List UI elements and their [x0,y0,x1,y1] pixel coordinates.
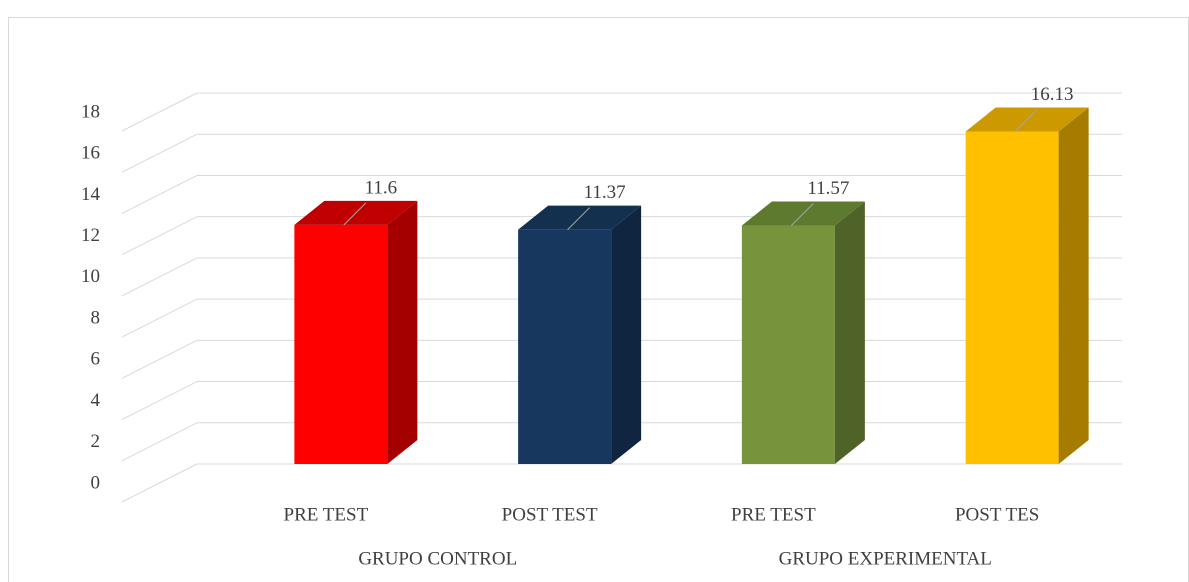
y-tick-label: 10 [81,266,100,287]
grid-line-side [121,298,198,338]
y-tick-label: 6 [91,349,101,370]
grid-line-side [121,216,198,256]
data-label: 16.13 [1031,84,1074,105]
y-tick-label: 18 [81,101,100,122]
y-tick-label: 14 [81,184,101,205]
x-tick-label: POST TEST [502,504,598,525]
data-label: 11.6 [365,177,398,198]
group-label: GRUPO CONTROL [358,548,517,569]
grid-line-side [121,422,198,462]
grid-line-side [121,133,198,173]
y-tick-label: 2 [91,431,101,452]
grid-line-side [121,257,198,297]
data-label: 11.57 [807,178,849,199]
group-label: GRUPO EXPERIMENTAL [779,548,992,569]
label-leader [1014,109,1038,132]
label-leader [343,202,367,226]
x-tick-label: PRE TEST [731,504,816,525]
grid-line-side [121,463,198,503]
x-tick-label: PRE TEST [284,504,369,525]
grid-line-side [121,174,198,214]
x-tick-label: POST TES [955,504,1039,525]
y-tick-label: 4 [91,390,101,411]
bar-side [1058,107,1089,464]
grid-line-side [121,339,198,379]
label-leader [791,203,814,226]
bar-side [611,205,642,464]
bar [965,131,1059,464]
grid-line-side [121,92,198,132]
bar [294,224,388,464]
bar-side [834,201,865,464]
label-leader [567,207,590,231]
data-label: 11.37 [584,182,626,203]
y-tick-label: 8 [91,307,101,328]
bar-side [387,200,418,464]
grid-line-side [121,381,198,421]
y-tick-label: 12 [81,225,100,246]
bar [741,225,835,464]
y-tick-label: 16 [81,143,100,164]
bar [518,229,612,464]
y-tick-label: 0 [91,472,101,493]
